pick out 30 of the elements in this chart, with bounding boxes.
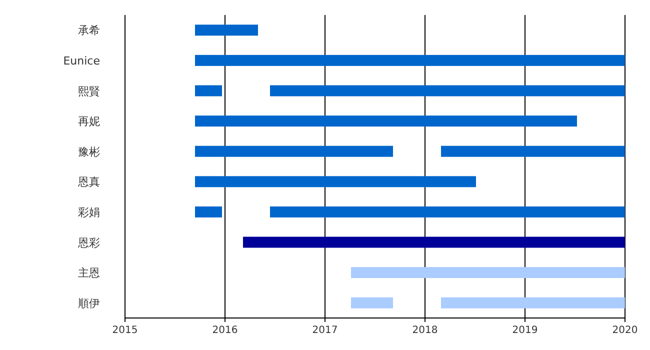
y-tick-label: 承希 [78,24,100,38]
x-tick-label: 2018 [412,325,438,336]
x-tick-label: 2015 [112,325,138,336]
bar [441,146,625,157]
bar [195,24,258,36]
x-tick-label: 2019 [512,325,538,336]
bar [351,297,393,308]
y-tick-label: 豫彬 [78,145,100,158]
y-tick-label: 主恩 [78,266,100,280]
bar [270,85,625,96]
bar [195,116,577,127]
y-tick-label: Eunice [63,54,100,68]
bar [195,176,476,188]
y-tick-label: 恩彩 [77,236,100,250]
bar [195,206,222,218]
bar [195,54,625,66]
bar [243,236,625,248]
y-tick-label: 順伊 [78,296,100,310]
bar [270,206,625,218]
x-tick-label: 2016 [212,325,238,336]
bar [441,297,625,308]
y-tick-label: 再妮 [78,115,100,128]
x-tick-label: 2020 [612,325,638,336]
y-tick-label: 恩真 [77,176,100,189]
y-tick-label: 熙賢 [78,84,100,98]
bar [195,85,222,96]
bar [351,267,625,278]
bar [195,146,393,157]
y-tick-label: 彩娟 [78,206,100,219]
x-tick-label: 2017 [312,325,338,336]
